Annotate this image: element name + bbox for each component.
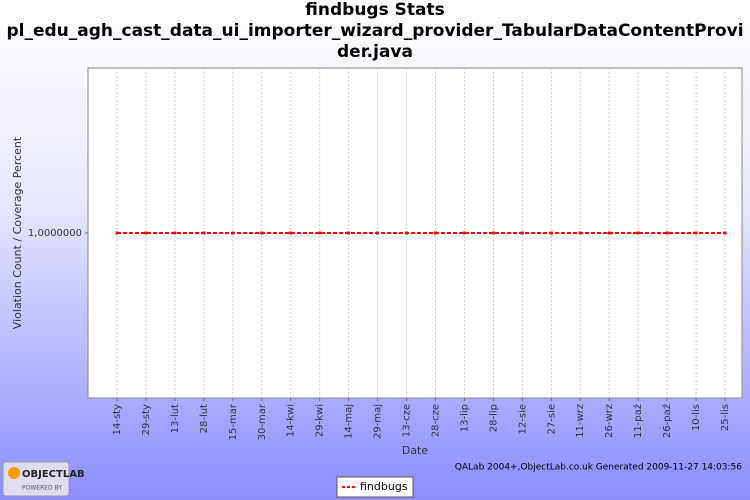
x-tick-label: 26-wrz bbox=[604, 404, 615, 438]
x-tick-label: 13-lut bbox=[170, 404, 181, 433]
x-tick-label: 11-wrz bbox=[575, 404, 586, 438]
point bbox=[347, 231, 351, 235]
point bbox=[318, 231, 322, 235]
point bbox=[202, 231, 206, 235]
x-tick-label: 13-cze bbox=[402, 404, 413, 437]
logo-icon bbox=[8, 467, 20, 479]
x-tick-label: 10-lis bbox=[691, 404, 702, 431]
footer: QALab 2004+,ObjectLab.co.uk Generated 20… bbox=[455, 463, 742, 473]
x-tick-label: 29-maj bbox=[373, 404, 384, 439]
point bbox=[260, 231, 264, 235]
point bbox=[289, 231, 293, 235]
x-tick-label: 15-mar bbox=[228, 403, 239, 440]
point bbox=[231, 231, 235, 235]
x-tick-label: 14-maj bbox=[344, 404, 355, 439]
x-tick-label: 29-sty bbox=[141, 404, 152, 435]
point bbox=[376, 231, 380, 235]
point bbox=[665, 231, 669, 235]
logo-box bbox=[2, 461, 70, 497]
logo-tagline: POWERED BY bbox=[22, 485, 62, 492]
point bbox=[549, 231, 553, 235]
x-tick-label: 14-kwi bbox=[286, 404, 297, 437]
point bbox=[520, 231, 524, 235]
x-tick-label: 28-lut bbox=[199, 404, 210, 433]
point bbox=[491, 231, 495, 235]
point bbox=[144, 231, 148, 235]
x-tick-label: 28-cze bbox=[430, 404, 441, 437]
y-tick-label: 1,0000000 bbox=[28, 228, 82, 239]
logo-name: OBJECTLAB bbox=[22, 469, 85, 480]
point bbox=[694, 231, 698, 235]
x-tick-label: 12-sie bbox=[517, 404, 528, 434]
point bbox=[578, 231, 582, 235]
logo: OBJECTLAB POWERED BY bbox=[2, 461, 85, 497]
x-axis-label: Date bbox=[402, 444, 429, 457]
x-tick-label: 13-lip bbox=[459, 404, 470, 432]
point bbox=[173, 231, 177, 235]
point bbox=[636, 231, 640, 235]
x-tick-label: 14-sty bbox=[112, 404, 123, 435]
point bbox=[433, 231, 437, 235]
y-axis-label: Violation Count / Coverage Percent bbox=[11, 136, 24, 329]
x-tick-label: 26-paź bbox=[661, 404, 673, 438]
legend-label: findbugs bbox=[360, 480, 408, 493]
point bbox=[115, 231, 119, 235]
point bbox=[462, 231, 466, 235]
x-tick-label: 30-mar bbox=[257, 403, 268, 440]
x-tick-label: 29-kwi bbox=[315, 404, 326, 437]
x-tick-label: 27-sie bbox=[546, 404, 557, 434]
title-block: findbugs Stats pl_edu_agh_cast_data_ui_i… bbox=[4, 0, 746, 63]
legend bbox=[336, 476, 414, 498]
chart-title: findbugs Stats bbox=[305, 0, 445, 20]
x-tick-label: 28-lip bbox=[488, 404, 499, 432]
x-tick-label: 11-paź bbox=[632, 404, 644, 438]
point bbox=[723, 231, 727, 235]
chart-subtitle: pl_edu_agh_cast_data_ui_importer_wizard_… bbox=[6, 21, 744, 62]
point bbox=[607, 231, 611, 235]
x-tick-label: 25-lis bbox=[720, 404, 731, 431]
point bbox=[405, 231, 409, 235]
